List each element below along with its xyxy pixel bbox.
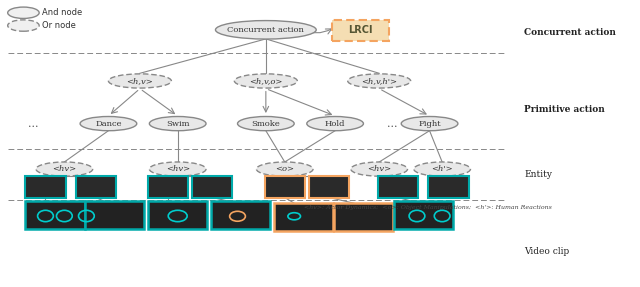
FancyBboxPatch shape: [26, 176, 66, 198]
FancyBboxPatch shape: [26, 201, 84, 229]
Ellipse shape: [234, 74, 298, 88]
Ellipse shape: [348, 74, 411, 88]
Text: <hv>: <hv>: [367, 165, 391, 173]
Text: ...: ...: [28, 119, 38, 129]
Text: Or node: Or node: [42, 21, 76, 30]
Text: Fight: Fight: [419, 120, 441, 128]
FancyBboxPatch shape: [211, 201, 270, 229]
Ellipse shape: [414, 162, 470, 176]
FancyBboxPatch shape: [274, 203, 333, 231]
Text: <h'>: <h'>: [431, 165, 453, 173]
Text: Swim: Swim: [166, 120, 189, 128]
Ellipse shape: [257, 162, 313, 176]
Text: <hv>: Actor Dynamics;  <o>: Object Manipulations;  <h'>: Human Reactions: <hv>: Actor Dynamics; <o>: Object Manipu…: [303, 205, 552, 210]
Ellipse shape: [149, 162, 206, 176]
Text: Hold: Hold: [325, 120, 346, 128]
Text: ...: ...: [387, 119, 397, 129]
FancyBboxPatch shape: [334, 203, 393, 231]
Ellipse shape: [237, 117, 294, 131]
Text: Concurrent action: Concurrent action: [524, 28, 616, 37]
Ellipse shape: [80, 117, 137, 131]
Text: LRCI: LRCI: [348, 25, 372, 35]
Ellipse shape: [36, 162, 93, 176]
Text: <hv>: <hv>: [52, 165, 76, 173]
Text: <o>: <o>: [275, 165, 294, 173]
Text: <hv>: <hv>: [166, 165, 189, 173]
Text: Dance: Dance: [95, 120, 122, 128]
FancyBboxPatch shape: [264, 176, 305, 198]
Ellipse shape: [8, 20, 39, 31]
Text: Concurrent action: Concurrent action: [227, 26, 304, 34]
FancyBboxPatch shape: [76, 176, 116, 198]
Ellipse shape: [108, 74, 172, 88]
Ellipse shape: [8, 7, 39, 18]
FancyBboxPatch shape: [428, 176, 468, 198]
Text: <h,v,o>: <h,v,o>: [249, 77, 282, 85]
Text: Smoke: Smoke: [252, 120, 280, 128]
FancyBboxPatch shape: [378, 176, 418, 198]
Text: Entity: Entity: [524, 170, 552, 179]
Ellipse shape: [351, 162, 408, 176]
Text: <h,v,h'>: <h,v,h'>: [361, 77, 397, 85]
FancyBboxPatch shape: [394, 201, 453, 229]
Ellipse shape: [216, 21, 316, 39]
Text: Primitive action: Primitive action: [524, 105, 605, 114]
FancyBboxPatch shape: [192, 176, 232, 198]
FancyBboxPatch shape: [332, 20, 388, 41]
Ellipse shape: [401, 117, 458, 131]
Text: <h,v>: <h,v>: [127, 77, 154, 85]
FancyBboxPatch shape: [85, 201, 145, 229]
Text: And node: And node: [42, 8, 83, 17]
FancyBboxPatch shape: [148, 176, 188, 198]
Ellipse shape: [149, 117, 206, 131]
FancyBboxPatch shape: [148, 201, 207, 229]
FancyBboxPatch shape: [308, 176, 349, 198]
Ellipse shape: [307, 117, 364, 131]
Text: Video clip: Video clip: [524, 247, 569, 256]
